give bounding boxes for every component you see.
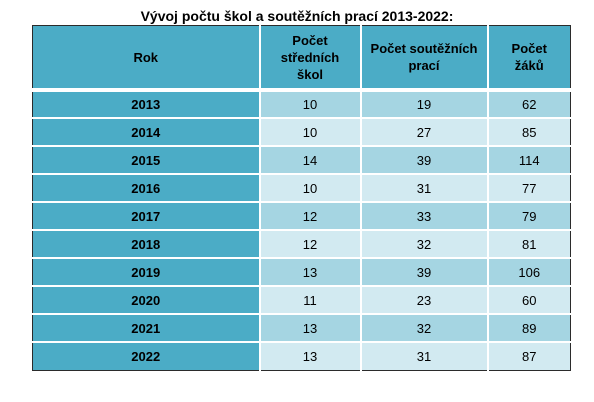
table-title: Vývoj počtu škol a soutěžních prací 2013…	[140, 8, 454, 24]
students-cell: 87	[487, 341, 571, 370]
works-cell: 39	[360, 145, 489, 174]
header-schools: Počet středních škol	[259, 25, 362, 90]
schools-cell: 10	[259, 117, 362, 146]
schools-cell: 12	[259, 229, 362, 258]
table-row: 2013 10 19 62	[32, 88, 571, 118]
table-row: 2014 10 27 85	[32, 117, 571, 146]
year-cell: 2020	[32, 285, 261, 314]
students-cell: 106	[487, 257, 571, 286]
header-students: Počet žáků	[487, 25, 571, 90]
table-row: 2022 13 31 87	[32, 341, 571, 370]
schools-cell: 13	[259, 313, 362, 342]
table-row: 2016 10 31 77	[32, 173, 571, 202]
schools-cell: 14	[259, 145, 362, 174]
works-cell: 32	[360, 229, 489, 258]
table-row: 2018 12 32 81	[32, 229, 571, 258]
year-cell: 2018	[32, 229, 261, 258]
students-cell: 60	[487, 285, 571, 314]
header-year: Rok	[32, 25, 261, 90]
header-row: Rok Počet středních škol Počet soutěžníc…	[32, 25, 571, 90]
table-row: 2021 13 32 89	[32, 313, 571, 342]
students-cell: 79	[487, 201, 571, 230]
table-row: 2015 14 39 114	[32, 145, 571, 174]
students-cell: 77	[487, 173, 571, 202]
students-cell: 81	[487, 229, 571, 258]
table-row: 2020 11 23 60	[32, 285, 571, 314]
year-cell: 2022	[32, 341, 261, 370]
table-row: 2017 12 33 79	[32, 201, 571, 230]
schools-cell: 11	[259, 285, 362, 314]
header-schools-label: Počet středních škol	[280, 32, 340, 82]
year-cell: 2015	[32, 145, 261, 174]
works-cell: 31	[360, 173, 489, 202]
works-cell: 31	[360, 341, 489, 370]
header-works: Počet soutěžních prací	[360, 25, 489, 90]
schools-cell: 12	[259, 201, 362, 230]
year-cell: 2019	[32, 257, 261, 286]
schools-cell: 13	[259, 341, 362, 370]
works-cell: 23	[360, 285, 489, 314]
header-students-label: Počet žáků	[511, 41, 547, 73]
works-cell: 39	[360, 257, 489, 286]
works-cell: 32	[360, 313, 489, 342]
year-cell: 2021	[32, 313, 261, 342]
works-cell: 33	[360, 201, 489, 230]
schools-cell: 10	[259, 88, 362, 118]
schools-table: Rok Počet středních škol Počet soutěžníc…	[32, 25, 571, 371]
year-cell: 2016	[32, 173, 261, 202]
works-cell: 19	[360, 88, 489, 118]
students-cell: 114	[487, 145, 571, 174]
schools-cell: 13	[259, 257, 362, 286]
year-cell: 2017	[32, 201, 261, 230]
table-row: 2019 13 39 106	[32, 257, 571, 286]
schools-cell: 10	[259, 173, 362, 202]
year-cell: 2013	[32, 88, 261, 118]
works-cell: 27	[360, 117, 489, 146]
students-cell: 89	[487, 313, 571, 342]
students-cell: 85	[487, 117, 571, 146]
year-cell: 2014	[32, 117, 261, 146]
header-works-label: Počet soutěžních prací	[370, 41, 478, 73]
students-cell: 62	[487, 88, 571, 118]
